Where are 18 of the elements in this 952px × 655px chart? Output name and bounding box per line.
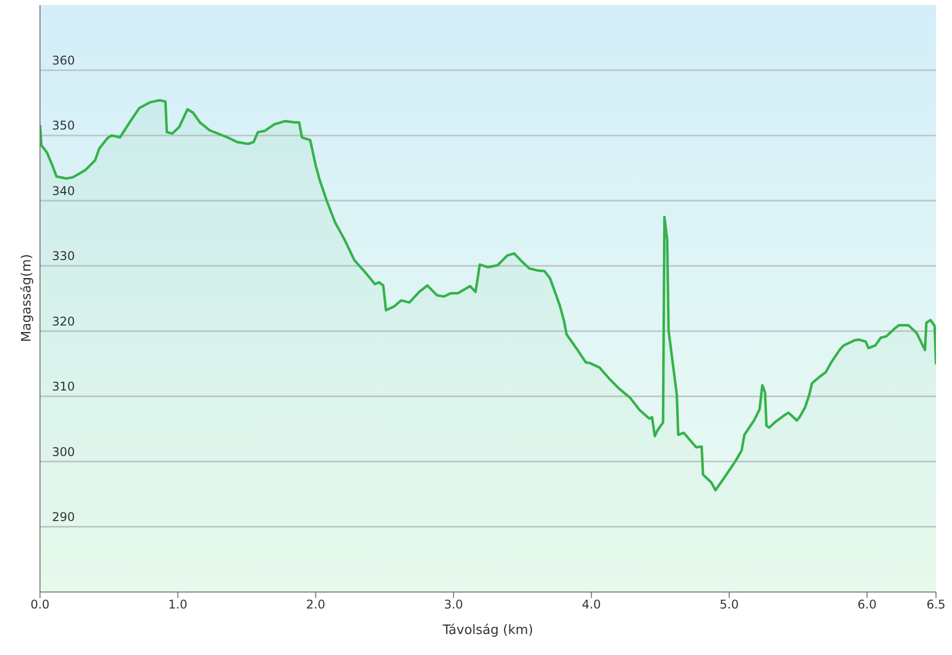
y-tick-label: 310 [52, 380, 75, 394]
y-axis-title: Magasság(m) [20, 254, 34, 342]
x-tick-label: 3.0 [444, 598, 464, 612]
x-tick-label: 4.0 [582, 598, 601, 612]
y-tick-label: 340 [52, 184, 75, 198]
x-axis-title: Távolság (km) [442, 623, 534, 638]
x-tick-label: 5.0 [720, 598, 739, 612]
y-tick-label: 300 [52, 444, 75, 459]
x-tick-label: 6.0 [858, 598, 877, 612]
y-tick-label: 330 [52, 249, 75, 264]
x-tick-label: 6.5 [926, 598, 946, 612]
y-tick-label: 290 [52, 510, 75, 524]
x-tick-label: 0.0 [30, 598, 50, 612]
y-tick-label: 350 [52, 118, 75, 133]
y-tick-label: 320 [52, 314, 75, 328]
x-tick-label: 1.0 [168, 598, 188, 612]
y-tick-label: 360 [52, 53, 75, 68]
x-tick-label: 2.0 [306, 598, 326, 612]
